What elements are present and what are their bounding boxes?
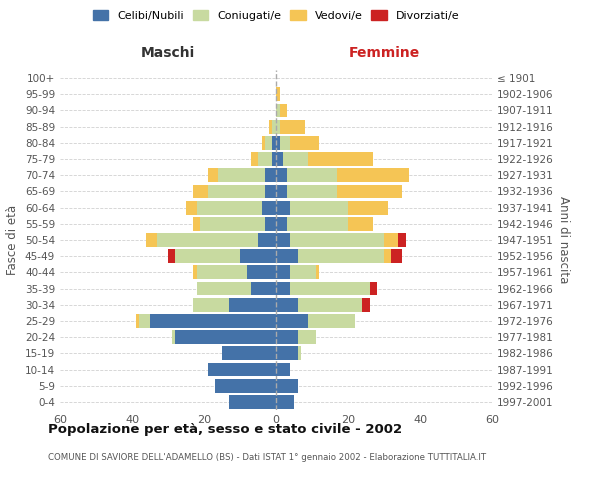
Bar	[337, 168, 409, 182]
Bar	[391, 250, 402, 263]
Bar	[276, 152, 283, 166]
Y-axis label: Anni di nascita: Anni di nascita	[557, 196, 570, 284]
Bar	[298, 250, 384, 263]
Bar	[276, 136, 280, 149]
Bar	[316, 266, 319, 280]
Bar	[215, 379, 276, 392]
Bar	[398, 233, 406, 247]
Bar	[348, 217, 373, 230]
Bar	[193, 298, 229, 312]
Bar	[298, 346, 301, 360]
Bar	[287, 168, 337, 182]
Bar	[276, 298, 298, 312]
Bar	[290, 233, 384, 247]
Bar	[348, 200, 388, 214]
Bar	[276, 314, 308, 328]
Bar	[193, 184, 208, 198]
Bar	[258, 233, 276, 247]
Bar	[276, 282, 290, 296]
Bar	[175, 330, 276, 344]
Bar	[172, 330, 175, 344]
Bar	[276, 104, 280, 118]
Bar	[308, 314, 355, 328]
Bar	[280, 104, 287, 118]
Bar	[287, 184, 337, 198]
Bar	[298, 298, 362, 312]
Bar	[276, 346, 298, 360]
Bar	[208, 362, 276, 376]
Bar	[197, 282, 251, 296]
Bar	[262, 136, 265, 149]
Bar	[222, 346, 276, 360]
Legend: Celibi/Nubili, Coniugati/e, Vedovi/e, Divorziati/e: Celibi/Nubili, Coniugati/e, Vedovi/e, Di…	[91, 8, 461, 24]
Y-axis label: Fasce di età: Fasce di età	[7, 205, 19, 275]
Bar	[139, 314, 150, 328]
Bar	[168, 250, 175, 263]
Bar	[208, 184, 265, 198]
Text: Popolazione per età, sesso e stato civile - 2002: Popolazione per età, sesso e stato civil…	[48, 422, 402, 436]
Bar	[287, 217, 348, 230]
Bar	[150, 314, 276, 328]
Bar	[362, 298, 370, 312]
Bar	[272, 120, 276, 134]
Bar	[276, 266, 290, 280]
Text: Femmine: Femmine	[349, 46, 419, 60]
Bar	[276, 250, 298, 263]
Bar	[280, 120, 305, 134]
Bar	[276, 362, 290, 376]
Bar	[186, 200, 197, 214]
Bar	[258, 152, 272, 166]
Bar	[136, 314, 139, 328]
Bar	[298, 330, 316, 344]
Bar	[265, 217, 276, 230]
Text: Maschi: Maschi	[141, 46, 195, 60]
Bar	[283, 152, 308, 166]
Bar	[290, 282, 370, 296]
Bar	[229, 298, 276, 312]
Bar	[280, 136, 290, 149]
Bar	[265, 168, 276, 182]
Bar	[290, 200, 348, 214]
Bar	[197, 266, 247, 280]
Bar	[276, 120, 280, 134]
Bar	[272, 152, 276, 166]
Bar	[276, 233, 290, 247]
Bar	[290, 266, 316, 280]
Bar	[157, 233, 258, 247]
Bar	[370, 282, 377, 296]
Bar	[276, 184, 287, 198]
Bar	[384, 233, 398, 247]
Bar	[272, 136, 276, 149]
Bar	[276, 395, 294, 409]
Bar	[251, 282, 276, 296]
Bar	[308, 152, 373, 166]
Bar	[197, 200, 262, 214]
Bar	[229, 395, 276, 409]
Bar	[193, 217, 200, 230]
Bar	[269, 120, 272, 134]
Bar	[251, 152, 258, 166]
Bar	[276, 168, 287, 182]
Bar	[265, 136, 272, 149]
Bar	[337, 184, 402, 198]
Text: COMUNE DI SAVIORE DELL'ADAMELLO (BS) - Dati ISTAT 1° gennaio 2002 - Elaborazione: COMUNE DI SAVIORE DELL'ADAMELLO (BS) - D…	[48, 452, 486, 462]
Bar	[262, 200, 276, 214]
Bar	[290, 136, 319, 149]
Bar	[240, 250, 276, 263]
Bar	[276, 200, 290, 214]
Bar	[208, 168, 218, 182]
Bar	[276, 330, 298, 344]
Bar	[384, 250, 391, 263]
Bar	[276, 379, 298, 392]
Bar	[247, 266, 276, 280]
Bar	[175, 250, 240, 263]
Bar	[276, 217, 287, 230]
Bar	[146, 233, 157, 247]
Bar	[265, 184, 276, 198]
Bar	[218, 168, 265, 182]
Bar	[200, 217, 265, 230]
Bar	[193, 266, 197, 280]
Bar	[276, 88, 280, 101]
